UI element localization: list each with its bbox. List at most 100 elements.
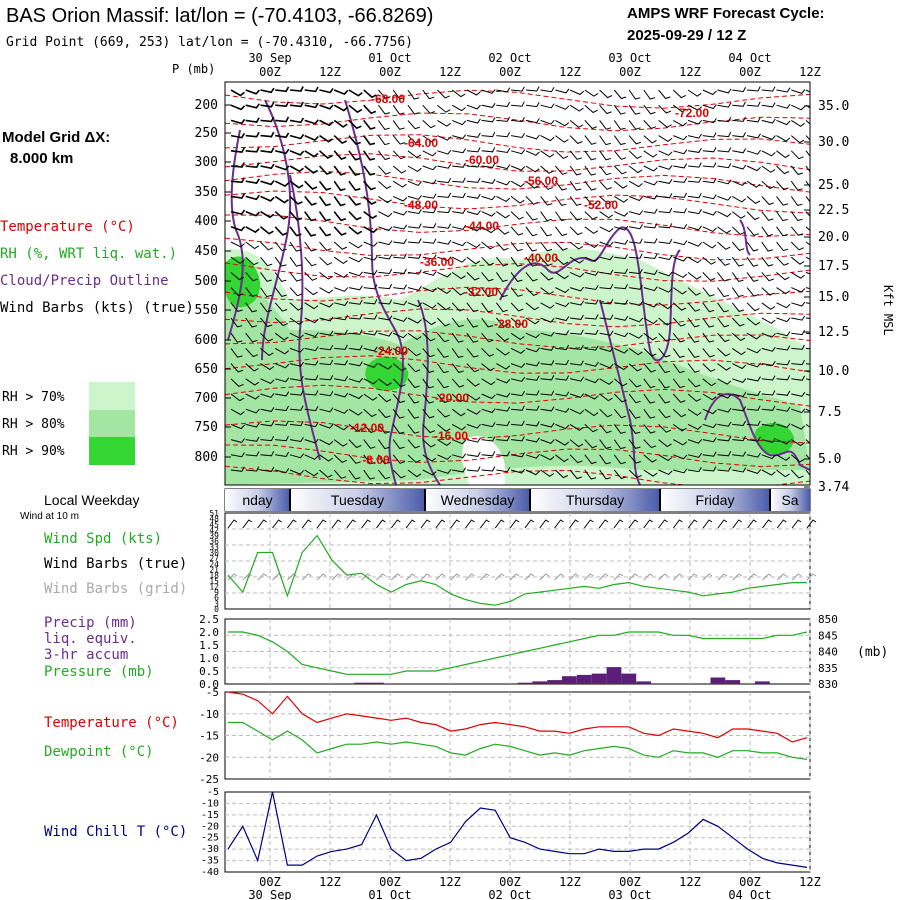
wind-barb xyxy=(437,317,450,327)
wind-barb-grid xyxy=(776,573,787,581)
wind-barb xyxy=(304,195,317,206)
wind-barb-grid xyxy=(257,573,267,581)
wind-barb xyxy=(348,439,362,449)
wind-barb xyxy=(732,180,747,186)
wind-barb xyxy=(260,256,273,267)
wind-barb xyxy=(731,272,744,282)
wind-chill-tick: -20 xyxy=(201,821,219,832)
wind-barb xyxy=(687,393,702,402)
wind-barb xyxy=(348,104,363,114)
wind-barb xyxy=(363,255,378,261)
wind-barb-grid xyxy=(554,573,564,581)
wind-barb xyxy=(407,195,422,200)
wind-barb xyxy=(304,375,319,381)
wind-barb xyxy=(569,286,585,292)
wind-barb xyxy=(613,408,627,419)
wind-barb xyxy=(230,348,243,358)
wind-barb xyxy=(378,240,393,246)
wind-barb xyxy=(333,469,347,479)
wind-barb xyxy=(628,89,641,100)
wind-barb xyxy=(525,317,540,325)
wind-barb xyxy=(392,180,407,188)
wind-barb xyxy=(496,147,511,154)
wind-barb xyxy=(540,469,555,477)
wind-speed-tick: 33 xyxy=(209,543,219,552)
wind-barb xyxy=(363,314,378,320)
bottom-time-tick: 00Z xyxy=(259,875,281,889)
wind-barb xyxy=(510,149,526,155)
wind-barb xyxy=(452,134,467,140)
wind-barb xyxy=(761,165,776,173)
wind-barb xyxy=(407,393,420,404)
wind-barb xyxy=(584,299,599,305)
wind-barb xyxy=(731,226,745,235)
wind-barb xyxy=(525,118,540,124)
wind-barb xyxy=(496,241,509,251)
wind-barb xyxy=(791,119,805,127)
wind-barb xyxy=(348,361,363,367)
wind-barb xyxy=(496,348,510,356)
wind-barb xyxy=(584,408,599,417)
wind-barb-grid xyxy=(524,573,535,581)
pressure-tick: 200 xyxy=(195,98,218,113)
wind-barb xyxy=(378,283,393,290)
wind-barb xyxy=(628,347,643,356)
wind-barb xyxy=(584,424,598,433)
wind-barb xyxy=(496,467,511,473)
wind-barb-true xyxy=(331,519,342,529)
wind-barb xyxy=(746,436,761,442)
wind-barb xyxy=(805,104,810,109)
wind-barb xyxy=(319,439,334,446)
wind-barb xyxy=(570,300,585,306)
wind-speed-tick: 12 xyxy=(209,582,219,591)
wind-barb xyxy=(540,439,555,444)
wind-chill-tick: -10 xyxy=(201,798,219,809)
wind-barb xyxy=(392,408,405,419)
wind-barb xyxy=(348,454,361,464)
wind-barb xyxy=(776,359,791,366)
wind-barb xyxy=(422,439,436,448)
wind-barb xyxy=(304,134,319,142)
wind-barb xyxy=(260,407,275,412)
wind-barb xyxy=(761,272,774,282)
wind-barb xyxy=(673,223,688,230)
wind-barb xyxy=(746,376,761,382)
wind-barb xyxy=(481,287,494,298)
wind-barb xyxy=(569,393,585,398)
wind-barb xyxy=(540,345,555,351)
wind-barb-true xyxy=(702,519,713,529)
wind-barb xyxy=(614,283,628,290)
wind-barb xyxy=(378,180,392,190)
wind-barb xyxy=(422,348,435,358)
wind-barb xyxy=(510,347,526,354)
weekday-label: Friday xyxy=(696,492,735,508)
bottom-time-tick: 00Z xyxy=(379,875,401,889)
pressure-tick: 835 xyxy=(818,662,838,675)
wind-barb xyxy=(599,299,614,305)
wind-barb xyxy=(805,454,810,461)
wind-barb xyxy=(658,150,673,156)
wind-barb xyxy=(687,241,703,247)
wind-barb xyxy=(422,104,435,114)
wind-barb xyxy=(245,241,260,250)
wind-barb xyxy=(289,453,304,459)
kft-ticks: 35.0 30.0 25.0 22.5 20.0 17.5 15.0 12.5 10.0 7.5 5… xyxy=(804,99,849,495)
wind-barb xyxy=(569,89,585,96)
temperature-contour-label: -44.00 xyxy=(465,219,499,233)
wind-barb xyxy=(363,165,376,176)
wind-barb-grid xyxy=(316,573,327,581)
wind-barb xyxy=(275,86,290,93)
wind-barb xyxy=(304,390,319,396)
wind-barb xyxy=(334,301,349,306)
wind-barb xyxy=(790,256,805,265)
wind-barb xyxy=(437,393,450,404)
wind-barb xyxy=(422,223,437,229)
wind-barb xyxy=(422,238,437,244)
wind-barb xyxy=(245,131,260,138)
wind-barb xyxy=(761,211,774,221)
wind-barb xyxy=(629,268,643,275)
wind-barb xyxy=(717,348,731,357)
wind-barb xyxy=(452,177,466,183)
wind-barb xyxy=(643,253,658,260)
wind-barb xyxy=(378,211,393,218)
